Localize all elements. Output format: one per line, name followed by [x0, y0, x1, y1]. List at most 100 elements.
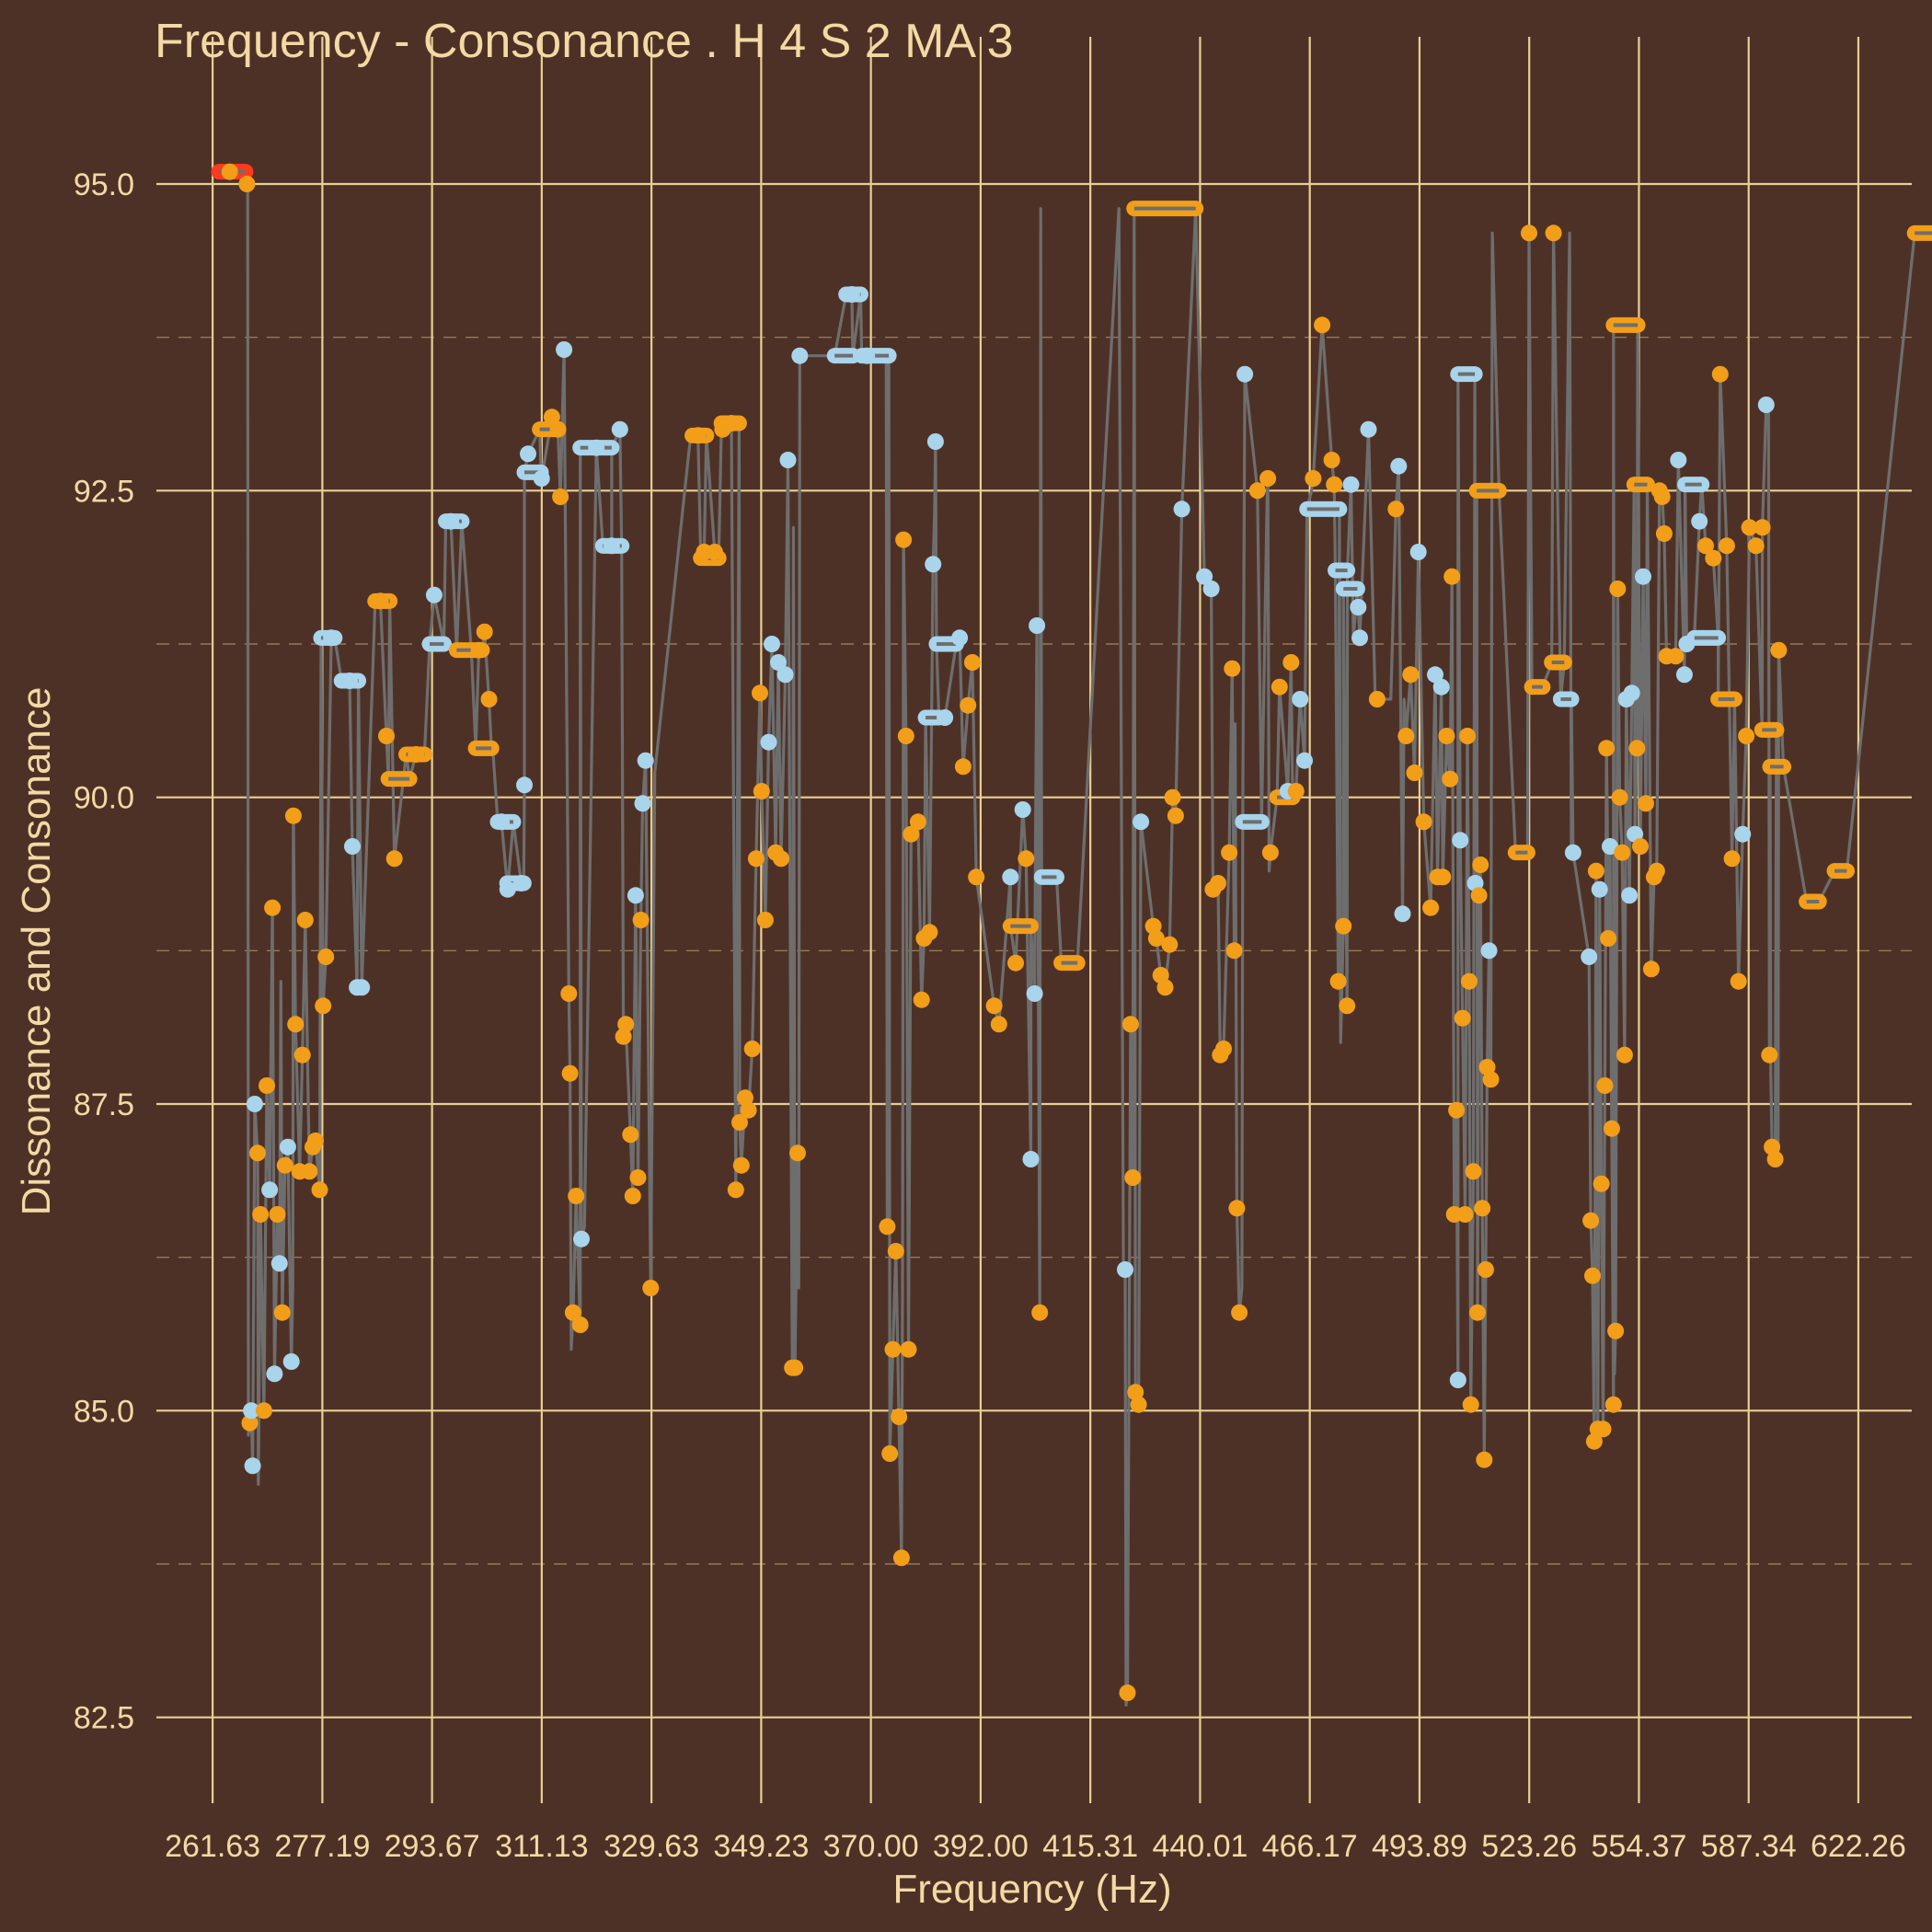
consonant-point [1292, 691, 1309, 707]
dissonant-point [549, 420, 567, 438]
consonant-point [791, 347, 809, 364]
dissonant-point [1329, 972, 1347, 990]
dissonant-point [1465, 1163, 1482, 1180]
x-tick-label: 415.31 [1042, 1829, 1138, 1864]
dissonant-point [1747, 537, 1765, 555]
dissonant-point [1335, 917, 1352, 935]
dissonant-point [1741, 519, 1758, 536]
dissonant-point [1584, 1267, 1601, 1284]
dissonant-point [408, 746, 425, 763]
dissonant-point [284, 807, 302, 824]
dissonant-point [1259, 470, 1277, 487]
consonant-point [1351, 629, 1368, 647]
dissonant-point [476, 623, 493, 640]
dissonant-point [1224, 660, 1241, 677]
dissonant-point [255, 1402, 272, 1420]
dissonant-point [1031, 1304, 1049, 1321]
x-axis-ticks: 261.63 277.19 293.67 311.13 329.63 349.23 370.… [165, 1829, 1906, 1864]
dissonant-point [1406, 765, 1423, 781]
consonant-point [603, 537, 620, 555]
x-tick-label: 554.37 [1591, 1829, 1686, 1864]
dissonant-point [1723, 850, 1741, 868]
consonant-point [1432, 678, 1450, 696]
dissonant-point [372, 592, 389, 610]
dissonant-point [276, 1156, 293, 1174]
dissonant-point [1119, 1685, 1136, 1701]
dissonant-point [1469, 1304, 1486, 1321]
dissonant-point [1339, 997, 1356, 1015]
dissonant-point [269, 1206, 286, 1223]
dissonant-point [296, 912, 314, 928]
dissonant-point [1442, 770, 1459, 788]
dissonant-point [1422, 899, 1440, 916]
consonant-point [499, 880, 516, 898]
consonant-point [1026, 985, 1043, 1002]
dissonant-point [753, 783, 770, 799]
dissonant-point [378, 728, 395, 744]
dissonant-point [1474, 1200, 1491, 1217]
consonant-point [588, 439, 605, 456]
dissonant-point [1287, 783, 1305, 799]
dissonant-point [1738, 728, 1755, 744]
dissonant-point [624, 1188, 641, 1204]
dissonant-point [311, 1181, 328, 1199]
dissonant-point [884, 1340, 902, 1358]
consonant-point [516, 776, 533, 794]
consonant-point [443, 512, 460, 530]
dissonant-point [756, 912, 774, 928]
data-points [221, 163, 1788, 1701]
consonant-point [760, 733, 777, 751]
dissonant-point [1628, 740, 1646, 757]
dissonant-point [1638, 795, 1654, 812]
dissonant-point [1614, 844, 1631, 861]
y-tick-label: 87.5 [74, 1087, 134, 1122]
dissonant-point [1609, 581, 1627, 597]
consonant-point [243, 1402, 260, 1420]
dissonant-point [238, 176, 256, 192]
dissonant-point [571, 1317, 589, 1333]
dissonant-point [1305, 470, 1322, 487]
consonant-point [951, 629, 969, 647]
dissonant-point [789, 1144, 806, 1162]
consonant-point [270, 1255, 288, 1272]
consonant-point [925, 556, 942, 573]
consonant-point [282, 1353, 300, 1370]
dissonant-point [241, 1414, 259, 1432]
x-tick-label: 440.01 [1152, 1829, 1248, 1864]
consonant-point [1678, 636, 1696, 652]
dissonant-point [293, 1046, 311, 1064]
dissonant-point [1228, 1200, 1246, 1217]
dissonant-point [723, 415, 740, 431]
dissonant-point [968, 868, 985, 886]
dissonant-point [1261, 844, 1279, 861]
y-tick-label: 82.5 [74, 1701, 134, 1736]
consonant-point [1342, 476, 1360, 493]
dissonant-point [252, 1206, 270, 1223]
y-axis-ticks: 82.5 85.0 87.5 90.0 92.5 95.0 [74, 167, 134, 1736]
dissonant-point [954, 758, 972, 776]
consonant-point [1390, 457, 1408, 475]
consonant-point [764, 636, 780, 652]
dissonant-point [1462, 1396, 1479, 1413]
consonant-point [1623, 684, 1640, 702]
dissonant-point [385, 850, 403, 868]
dissonant-point [1705, 549, 1722, 567]
dissonant-point [249, 1144, 266, 1162]
consonant-point [246, 1096, 263, 1112]
consonant-point [779, 452, 797, 468]
dissonant-point [743, 1041, 761, 1057]
consonant-point [1691, 512, 1708, 530]
consonant-point [1409, 544, 1427, 560]
x-tick-label: 392.00 [933, 1829, 1029, 1864]
consonant-point [323, 629, 340, 647]
consonant-point [573, 1230, 590, 1248]
dissonant-point [1600, 930, 1617, 947]
dissonant-point [1397, 728, 1415, 744]
dissonant-point [1456, 1206, 1474, 1223]
dissonant-point [221, 163, 238, 180]
consonant-point [776, 666, 794, 684]
dissonant-point [903, 825, 920, 843]
consonant-point [1757, 397, 1775, 413]
dissonant-point [1655, 525, 1673, 542]
dissonant-point [1164, 788, 1181, 806]
